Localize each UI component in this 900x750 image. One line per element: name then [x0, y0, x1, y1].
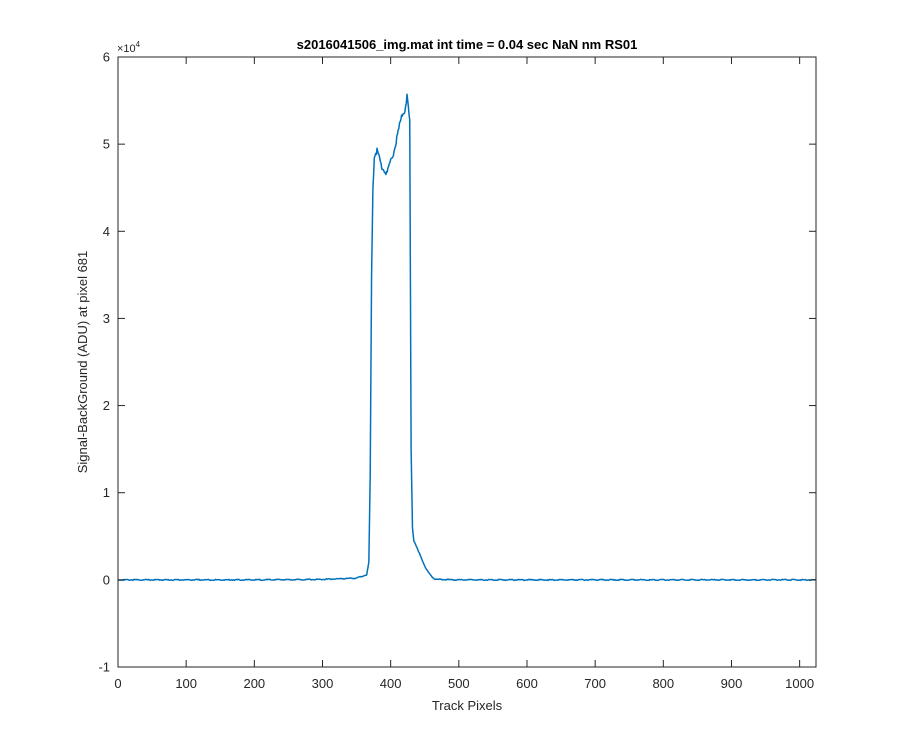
x-tick-label: 100 — [175, 676, 197, 691]
y-tick-label: 2 — [103, 398, 110, 413]
y-tick-label: 5 — [103, 137, 110, 152]
y-tick-label: 6 — [103, 50, 110, 65]
x-tick-label: 800 — [652, 676, 674, 691]
series-layer — [117, 93, 817, 582]
x-tick-label: 200 — [243, 676, 265, 691]
series-line-1 — [117, 93, 817, 582]
x-tick-label: 1000 — [785, 676, 814, 691]
y-exponent-power: 4 — [136, 40, 141, 49]
x-axis-title: Track Pixels — [432, 698, 503, 713]
y-tick-label: 4 — [103, 224, 110, 239]
y-tick-label: -1 — [98, 660, 110, 675]
y-tick-label: 1 — [103, 485, 110, 500]
x-tick-label: 400 — [380, 676, 402, 691]
plot-area — [118, 57, 816, 667]
y-axis-title: Signal-BackGround (ADU) at pixel 681 — [75, 251, 90, 474]
axes-layer: 0 100 200 300 400 500 600 700 800 900 1000 -1 0 1 2 3 4 5… — [98, 50, 817, 691]
x-tick-label: 900 — [721, 676, 743, 691]
label-layer: s2016041506_img.mat int time = 0.04 sec … — [75, 37, 637, 713]
y-tick-label: 3 — [103, 311, 110, 326]
x-tick-label: 0 — [114, 676, 121, 691]
chart-title: s2016041506_img.mat int time = 0.04 sec … — [297, 37, 638, 52]
y-tick-label: 0 — [103, 572, 110, 587]
axes-box — [117, 56, 817, 668]
x-tick-label: 300 — [312, 676, 334, 691]
x-tick-label: 500 — [448, 676, 470, 691]
x-tick-label: 700 — [584, 676, 606, 691]
y-exponent-label: ×104 — [117, 40, 141, 55]
x-tick-label: 600 — [516, 676, 538, 691]
